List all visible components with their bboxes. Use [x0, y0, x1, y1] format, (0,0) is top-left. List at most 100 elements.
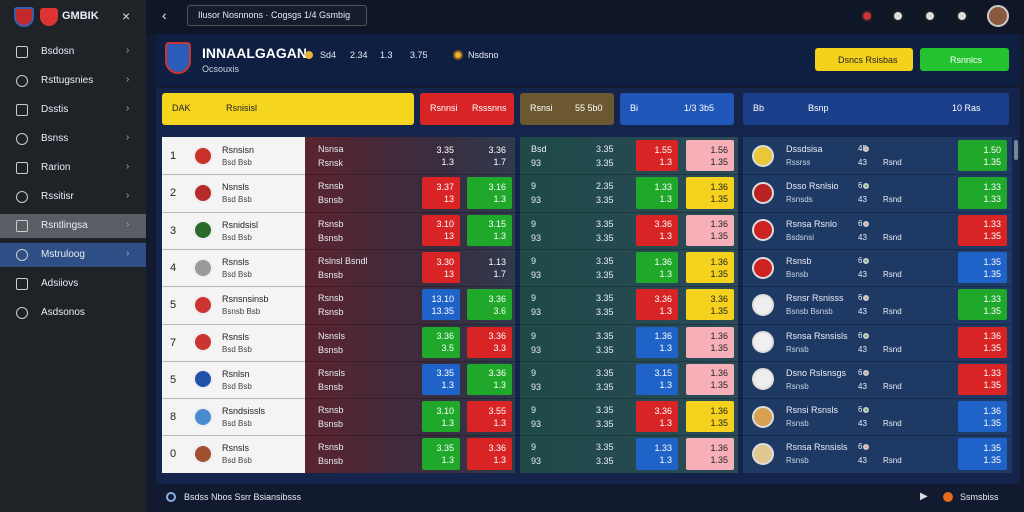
- tab[interactable]: [420, 93, 514, 125]
- right-cell: 1.50 1.35: [958, 140, 1007, 172]
- right-sub: Bsnsb Bsnsb: [786, 307, 833, 317]
- right-icon: [863, 444, 869, 451]
- button[interactable]: [815, 48, 913, 71]
- right-name: Rsnsa Rsnsisls: [786, 442, 848, 453]
- right-logo: [752, 144, 774, 167]
- close[interactable]: ×: [122, 8, 131, 24]
- odds-cell: 3.16 1.3: [467, 177, 512, 209]
- footer-play[interactable]: ▶: [920, 491, 928, 502]
- odds-cell: 3.30 13: [422, 251, 460, 284]
- right-name: Rsnsb: [786, 255, 812, 266]
- right-icon: [863, 183, 869, 190]
- tab[interactable]: [620, 93, 734, 125]
- menu-arrow: ›: [126, 45, 130, 56]
- mid-value: 2.35: [596, 181, 614, 192]
- odds-cell: 3.36 1.3: [467, 438, 512, 470]
- team-name: Rsnsls: [222, 443, 250, 454]
- tab[interactable]: [162, 93, 414, 125]
- mid-cell: 1.55 1.3: [636, 140, 678, 172]
- row-divider: [162, 323, 1012, 325]
- right-tag: Rsnd: [883, 269, 902, 279]
- odds-cell: 1.13 1.7: [488, 256, 506, 279]
- right-sub: Rsnsb: [786, 381, 809, 391]
- tab-value: 1/3 3b5: [684, 103, 715, 113]
- mid-cell: 1.36 1.3: [636, 326, 678, 358]
- team-name: Rsnsls: [222, 331, 250, 342]
- brand: GMBIK: [62, 10, 99, 22]
- mid-value: 3.35: [596, 344, 614, 355]
- team-sub: Bsd Bsb: [222, 195, 252, 205]
- right-tag: Rsnd: [883, 419, 902, 429]
- right-logo: [752, 293, 774, 316]
- menu-icon: [16, 75, 28, 87]
- footer-icon: [166, 492, 176, 502]
- mid-cell: 1.36 1.35: [686, 363, 734, 396]
- right-num: 43: [858, 456, 867, 466]
- tab-label: Rsnnsi: [430, 103, 458, 113]
- odds-cell: 3.37 13: [422, 177, 460, 209]
- rank: 7: [170, 336, 177, 349]
- match-name: Rsnsb: [318, 293, 344, 304]
- team-logo: [193, 257, 213, 278]
- mid-label: 9: [531, 293, 537, 304]
- team-logo: [193, 444, 213, 465]
- team-sub: Bsd Bsb: [222, 269, 252, 279]
- team-sub: Bsnsb Bsb: [222, 307, 261, 317]
- avatar: [987, 5, 1009, 27]
- menu-label: Mstruloog: [41, 249, 85, 260]
- match-name: Nsnsls: [318, 330, 346, 341]
- right-cell: 1.36 1.35: [958, 401, 1007, 433]
- mid-cell: 3.36 1.3: [636, 214, 678, 246]
- match-sub: Bsnsb: [318, 269, 344, 280]
- mid-value: 3.35: [596, 218, 614, 229]
- match-sub: Bsnsb: [318, 381, 344, 392]
- mid-cell: 1.36 1.35: [686, 177, 734, 209]
- match-name: Nsnsa: [318, 144, 344, 154]
- top-icon: [924, 10, 936, 22]
- mid-label: 93: [531, 232, 542, 243]
- team-logo: [193, 145, 213, 166]
- tab[interactable]: [520, 93, 614, 125]
- menu-label: Rsntlingsa: [41, 220, 88, 231]
- mid-value: 3.35: [596, 405, 614, 416]
- menu-icon: [16, 191, 28, 203]
- search-box[interactable]: [187, 5, 367, 26]
- tab[interactable]: [743, 93, 1009, 125]
- mid-value: 3.35: [596, 330, 614, 341]
- header-stat: Sd4: [320, 50, 337, 60]
- menu-icon: [16, 220, 28, 232]
- team-sub: Bsd Bsb: [222, 232, 252, 242]
- footer-right: Ssmsbiss: [960, 492, 999, 502]
- mid-cell: 1.36 1.35: [686, 401, 734, 433]
- right-cell: 1.33 1.33: [958, 177, 1007, 209]
- back[interactable]: ‹: [162, 7, 167, 23]
- mid-value: 3.35: [596, 419, 614, 430]
- odds-cell: 3.35 1.3: [436, 144, 454, 167]
- right-sub: Bsdsnsi: [786, 232, 815, 242]
- tab-label: Bb: [753, 103, 765, 113]
- button[interactable]: [920, 48, 1009, 71]
- right-num: 43: [858, 269, 867, 279]
- odds-cell: 3.35 1.3: [422, 363, 460, 396]
- menu-item[interactable]: [0, 214, 146, 238]
- right-name: Rsnsi Rsnsls: [786, 405, 839, 416]
- header-subtitle: Ocsouxis: [202, 64, 240, 74]
- team-sub: Bsd Bsb: [222, 158, 252, 167]
- mid-value: 3.35: [596, 232, 614, 243]
- row-divider: [162, 248, 1012, 250]
- mid-label: 93: [531, 158, 542, 168]
- menu-icon: [16, 104, 28, 116]
- odds-cell: 3.36 3.3: [467, 326, 512, 358]
- odds-cell: 3.36 3.6: [467, 289, 512, 321]
- right-cell: 1.33 1.35: [958, 289, 1007, 321]
- right-icon: [863, 146, 869, 152]
- button-label: Dsncs Rsisbas: [838, 55, 898, 65]
- team-logo: [193, 406, 213, 427]
- mid-cell: 1.36 1.35: [686, 326, 734, 358]
- right-logo: [752, 405, 774, 428]
- right-logo: [752, 256, 774, 279]
- right-num: 45: [858, 144, 867, 153]
- right-num: 6: [858, 442, 863, 452]
- tab-extra: 10 Ras: [952, 103, 981, 113]
- button-label: Rsnnlcs: [950, 55, 983, 65]
